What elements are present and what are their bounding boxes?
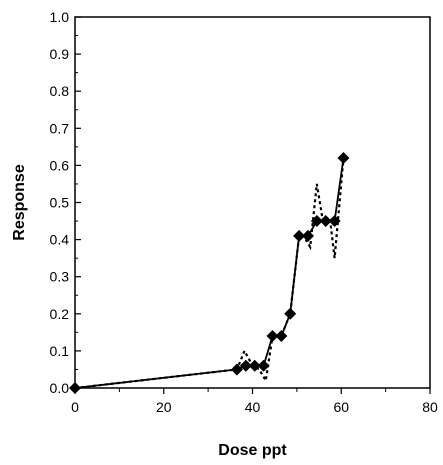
data-point-diamond: [337, 151, 350, 164]
y-tick-label: 0.7: [50, 120, 70, 136]
y-tick-label: 0.9: [50, 46, 70, 62]
plot-frame: [74, 16, 431, 389]
y-tick-label: 0.8: [50, 83, 70, 99]
series-line-dashed: [74, 157, 345, 390]
x-tick-label: 20: [156, 399, 172, 415]
tick-labels: 0.0 0.1 0.2 0.3 0.4 0.5 0.6 0.7 0.8 0.9 1.0 0 20 40 60…: [50, 9, 438, 415]
data-point-diamond: [275, 330, 288, 343]
x-tick-label: 80: [422, 399, 438, 415]
x-tick-label: 60: [333, 399, 349, 415]
markers: [69, 151, 350, 394]
data-point-diamond: [293, 229, 306, 242]
data-point-diamond: [239, 359, 252, 372]
data-point-diamond: [319, 215, 332, 228]
y-tick-label: 0.2: [50, 306, 70, 322]
y-tick-label: 0.6: [50, 157, 70, 173]
data-point-diamond: [248, 359, 261, 372]
y-tick-label: 0.1: [50, 343, 70, 359]
data-point-diamond: [230, 363, 243, 376]
data-point-diamond: [257, 359, 270, 372]
data-point-diamond: [301, 229, 314, 242]
data-point-diamond: [284, 307, 297, 320]
x-tick-label: 0: [71, 399, 79, 415]
series-line-solid: [74, 157, 345, 389]
y-tick-label: 1.0: [50, 9, 70, 25]
axis-ticks: [74, 16, 431, 394]
y-tick-label: 0.5: [50, 195, 70, 211]
y-tick-label: 0.4: [50, 232, 70, 248]
y-tick-label: 0.0: [50, 380, 70, 396]
x-tick-label: 40: [245, 399, 261, 415]
series-layer: [74, 157, 345, 390]
data-point-diamond: [266, 330, 279, 343]
data-point-diamond: [310, 215, 323, 228]
x-axis-title: Dose ppt: [218, 442, 287, 459]
y-tick-label: 0.3: [50, 269, 70, 285]
y-axis-title: Response: [11, 164, 28, 241]
data-point-diamond: [328, 215, 341, 228]
